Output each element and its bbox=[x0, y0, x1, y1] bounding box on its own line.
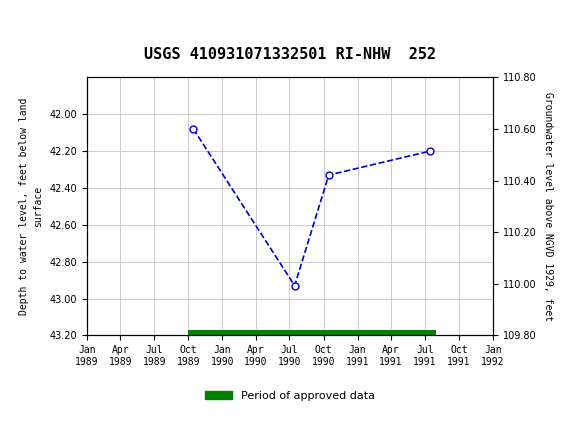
Legend: Period of approved data: Period of approved data bbox=[200, 386, 380, 405]
Y-axis label: Groundwater level above NGVD 1929, feet: Groundwater level above NGVD 1929, feet bbox=[543, 92, 553, 321]
Y-axis label: Depth to water level, feet below land
surface: Depth to water level, feet below land su… bbox=[19, 98, 42, 315]
Text: ▒USGS: ▒USGS bbox=[12, 15, 70, 37]
Bar bbox=[188, 330, 436, 341]
Text: USGS 410931071332501 RI-NHW  252: USGS 410931071332501 RI-NHW 252 bbox=[144, 47, 436, 62]
